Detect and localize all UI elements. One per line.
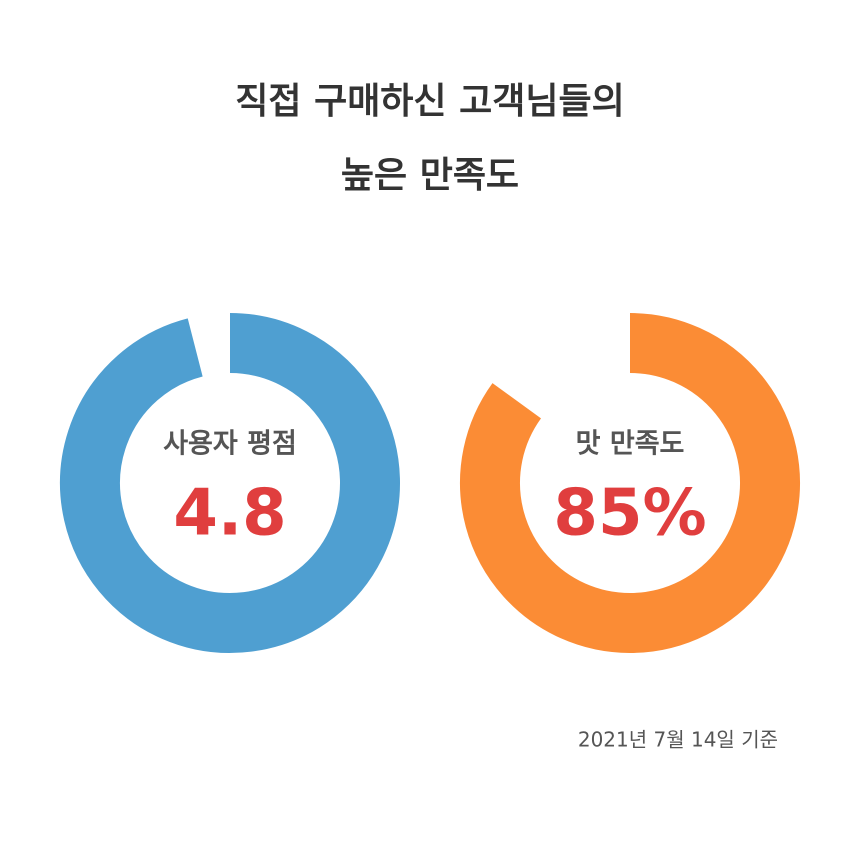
donut-arc — [460, 313, 800, 653]
title-line: 직접 구매하신 고객님들의 — [235, 81, 624, 122]
donut-label: 맛 만족도 — [576, 429, 685, 460]
donut-value: 4.8 — [173, 477, 286, 551]
donut-label: 사용자 평점 — [163, 429, 297, 460]
note: 2021년 7월 14일 기준 — [578, 728, 778, 752]
donut-value: 85% — [553, 477, 706, 551]
title-line: 높은 만족도 — [341, 155, 519, 196]
donut-arc — [60, 313, 400, 653]
